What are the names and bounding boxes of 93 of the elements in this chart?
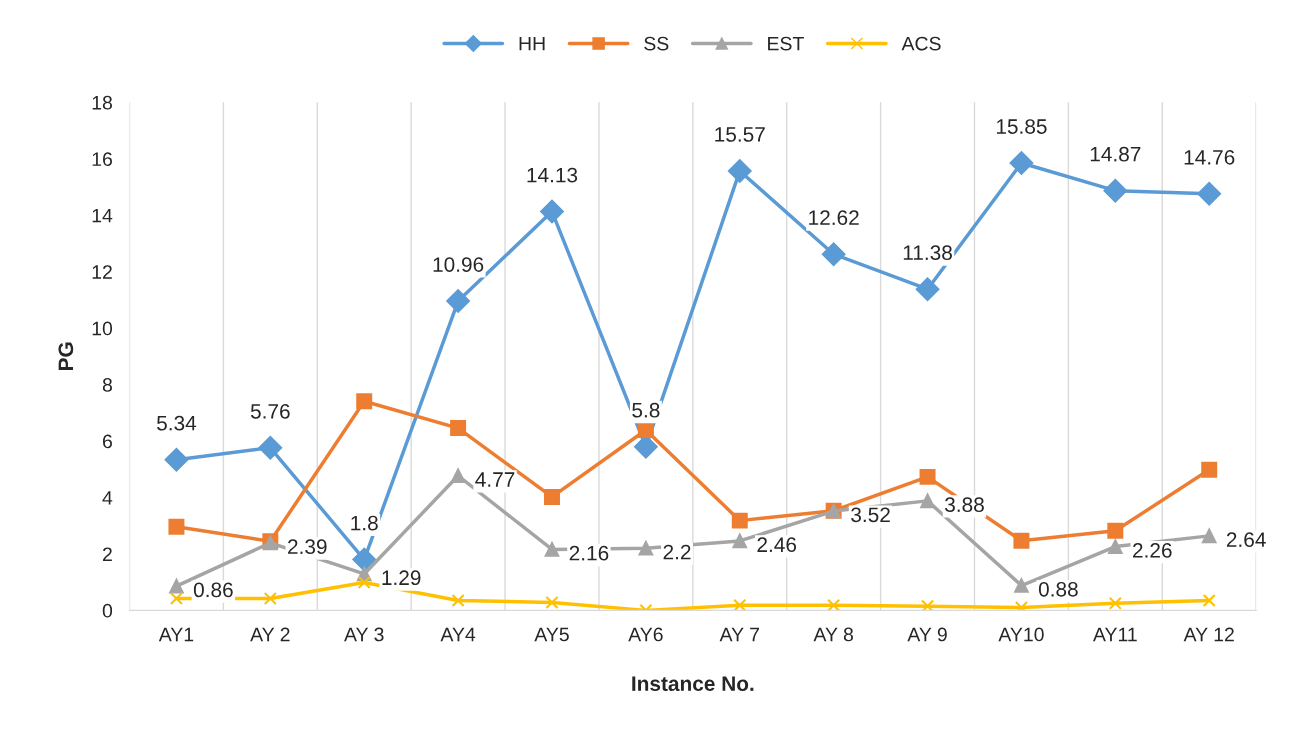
- point: [544, 488, 560, 505]
- x-tick-label: AY 12: [1183, 627, 1234, 642]
- point: [169, 578, 184, 594]
- point: [1014, 578, 1029, 593]
- point: [731, 512, 748, 529]
- point: [164, 447, 189, 472]
- point: [1202, 593, 1216, 608]
- y-tick-label: 12: [92, 265, 112, 279]
- point: [920, 599, 935, 611]
- point: [732, 533, 748, 549]
- point: [920, 493, 935, 509]
- data-label: 10.96: [433, 257, 484, 272]
- y-tick-label: 4: [102, 491, 113, 505]
- point: [169, 591, 184, 606]
- y-tick-label: 10: [92, 321, 113, 336]
- data-label: 12.62: [809, 210, 859, 226]
- point: [357, 575, 371, 590]
- data-label: 5.8: [632, 402, 660, 418]
- point: [451, 593, 465, 608]
- data-label: 2.39: [288, 539, 327, 555]
- y-axis-title: PG: [58, 342, 74, 371]
- data-label: 3.88: [945, 497, 984, 513]
- data-label: 14.87: [1090, 146, 1141, 162]
- point: [1103, 178, 1128, 203]
- point: [545, 595, 559, 610]
- data-label: 1.8: [351, 515, 378, 531]
- point: [638, 541, 654, 556]
- point: [1014, 600, 1029, 611]
- data-label: 5.76: [250, 403, 290, 419]
- y-tick-label: 18: [92, 95, 112, 110]
- data-label: 3.52: [851, 507, 890, 523]
- data-label: 2.64: [1226, 532, 1266, 548]
- point: [263, 591, 277, 606]
- legend-label: ACS: [901, 36, 941, 51]
- x-tick-label: AY 7: [719, 627, 759, 642]
- data-label: 14.76: [1184, 149, 1235, 165]
- point: [919, 468, 936, 485]
- data-label: 5.34: [157, 415, 197, 431]
- data-label: 2.46: [757, 537, 797, 553]
- point: [1108, 539, 1123, 554]
- x-tick-label: AY10: [998, 627, 1044, 642]
- x-tick-label: AY11: [1093, 627, 1137, 642]
- y-tick-label: 2: [103, 547, 112, 561]
- data-label: 11.38: [903, 245, 952, 261]
- data-label: 4.77: [475, 472, 515, 487]
- data-label: 2.16: [569, 545, 609, 561]
- point: [637, 422, 654, 439]
- point: [1013, 532, 1030, 549]
- point: [915, 277, 940, 302]
- legend-label: HH: [519, 36, 545, 51]
- point: [356, 393, 373, 410]
- point: [544, 542, 560, 557]
- point: [827, 598, 841, 611]
- data-label: 1.29: [382, 570, 421, 586]
- data-label: 0.88: [1038, 581, 1078, 597]
- y-tick-label: 14: [92, 208, 113, 223]
- x-tick-label: AY 8: [813, 627, 853, 642]
- point: [821, 242, 846, 267]
- x-tick-label: AY4: [440, 627, 476, 642]
- data-label: 2.2: [663, 544, 691, 560]
- x-axis-title: Instance No.: [632, 676, 754, 692]
- point: [727, 159, 752, 183]
- point: [168, 518, 185, 535]
- point: [540, 199, 564, 224]
- point: [1201, 461, 1218, 478]
- legend-label: EST: [768, 36, 804, 51]
- point: [1197, 181, 1222, 206]
- x-tick-label: AY 9: [907, 627, 947, 642]
- point: [352, 547, 377, 572]
- x-tick-label: AY6: [628, 627, 663, 642]
- x-tick-label: AY 3: [344, 627, 384, 642]
- x-tick-label: AY 2: [250, 627, 290, 642]
- y-tick-label: 8: [102, 378, 112, 392]
- data-label: 0.86: [193, 582, 233, 598]
- x-tick-label: AY5: [534, 627, 569, 642]
- point: [1009, 151, 1034, 175]
- data-label: 15.85: [996, 119, 1047, 134]
- point: [446, 289, 470, 313]
- data-label: 15.57: [715, 127, 765, 142]
- point: [1108, 596, 1122, 610]
- point: [1201, 528, 1217, 544]
- point: [733, 598, 747, 611]
- point: [450, 420, 467, 437]
- data-label: 14.13: [527, 167, 578, 183]
- y-tick-label: 6: [103, 434, 112, 449]
- x-tick-label: AY1: [158, 627, 194, 642]
- point: [258, 435, 283, 460]
- point: [450, 468, 466, 484]
- y-tick-label: 16: [92, 152, 112, 167]
- data-label: 2.26: [1133, 542, 1172, 558]
- y-tick-label: 0: [102, 603, 113, 618]
- legend-label: SS: [644, 36, 669, 51]
- point: [1107, 522, 1124, 539]
